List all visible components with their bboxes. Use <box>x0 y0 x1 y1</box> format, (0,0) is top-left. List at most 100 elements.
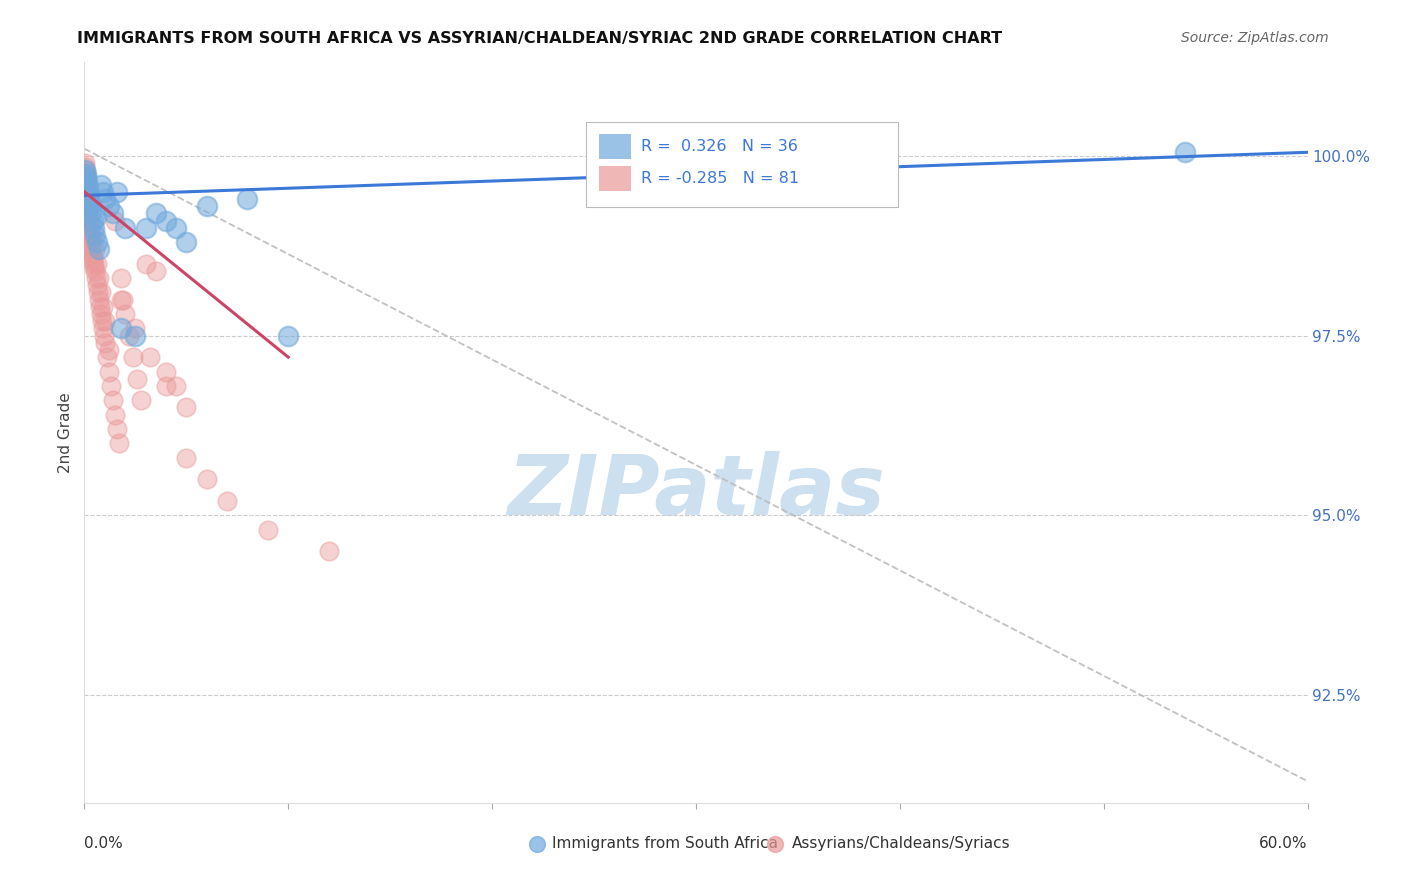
Point <box>83 220 105 235</box>
Point <box>257 523 280 537</box>
Point <box>79 235 101 249</box>
Point <box>77 217 100 231</box>
Point <box>76 195 98 210</box>
Point <box>87 293 110 307</box>
Point <box>75 167 97 181</box>
Point <box>77 210 100 224</box>
Point <box>236 192 259 206</box>
Point <box>93 192 115 206</box>
Point <box>112 293 135 307</box>
Point <box>77 213 100 227</box>
Point <box>86 257 108 271</box>
Point <box>97 343 120 357</box>
Point <box>89 300 111 314</box>
Point <box>114 220 136 235</box>
FancyBboxPatch shape <box>599 166 631 191</box>
Point <box>110 321 132 335</box>
Point <box>114 307 136 321</box>
Point <box>155 213 177 227</box>
Point <box>76 178 98 192</box>
Point <box>83 227 105 242</box>
Point <box>110 293 132 307</box>
Text: 0.0%: 0.0% <box>84 836 124 851</box>
Point <box>75 167 97 181</box>
Text: Assyrians/Chaldeans/Syriacs: Assyrians/Chaldeans/Syriacs <box>792 836 1010 851</box>
Point <box>91 321 114 335</box>
Point <box>122 350 145 364</box>
Point <box>77 185 100 199</box>
Point <box>79 192 101 206</box>
Text: 60.0%: 60.0% <box>1260 836 1308 851</box>
Point <box>84 271 107 285</box>
Point <box>1174 145 1197 160</box>
Point <box>83 260 105 275</box>
FancyBboxPatch shape <box>586 121 898 207</box>
Point <box>79 227 101 242</box>
Point <box>80 243 103 257</box>
Point <box>83 243 105 257</box>
Point <box>76 199 98 213</box>
Point <box>87 271 110 285</box>
Point <box>77 224 100 238</box>
Point <box>83 257 105 271</box>
Point <box>96 350 118 364</box>
Point <box>104 408 127 422</box>
Point <box>86 285 108 300</box>
FancyBboxPatch shape <box>599 134 631 159</box>
Point <box>135 220 157 235</box>
Point <box>76 192 98 206</box>
Point <box>82 250 104 264</box>
Point <box>91 300 114 314</box>
Point <box>165 379 187 393</box>
Point <box>76 185 98 199</box>
Point <box>118 328 141 343</box>
Point <box>277 328 299 343</box>
Point <box>82 246 104 260</box>
Point <box>75 174 97 188</box>
Point <box>90 314 112 328</box>
Point <box>76 188 98 202</box>
Point <box>77 188 100 202</box>
Point <box>79 199 101 213</box>
Point <box>75 163 97 178</box>
Point <box>138 350 160 364</box>
Point <box>75 178 97 192</box>
Point <box>77 181 100 195</box>
Point <box>73 156 96 170</box>
Point <box>84 210 107 224</box>
Point <box>318 544 340 558</box>
Point <box>77 199 100 213</box>
Text: R = -0.285   N = 81: R = -0.285 N = 81 <box>641 171 799 186</box>
Point <box>90 285 112 300</box>
Point <box>100 379 122 393</box>
Point <box>145 264 167 278</box>
Point <box>90 307 112 321</box>
Point <box>110 271 132 285</box>
Point <box>97 199 120 213</box>
Point <box>86 235 108 249</box>
Point <box>93 314 115 328</box>
Point <box>91 185 114 199</box>
Point <box>76 202 98 217</box>
Point <box>101 393 124 408</box>
Point <box>75 170 97 185</box>
Point <box>105 185 128 199</box>
Point <box>174 450 197 465</box>
Y-axis label: 2nd Grade: 2nd Grade <box>58 392 73 473</box>
Point <box>87 243 110 257</box>
Text: ZIPatlas: ZIPatlas <box>508 451 884 533</box>
Point <box>77 220 100 235</box>
Point <box>79 231 101 245</box>
Point <box>76 174 98 188</box>
Point <box>75 163 97 178</box>
Point <box>174 401 197 415</box>
Point <box>97 365 120 379</box>
Point <box>76 206 98 220</box>
Point <box>82 213 104 227</box>
Point <box>127 372 149 386</box>
Point <box>155 365 177 379</box>
Point <box>75 160 97 174</box>
Point <box>174 235 197 249</box>
Point <box>79 213 101 227</box>
Point <box>93 328 115 343</box>
